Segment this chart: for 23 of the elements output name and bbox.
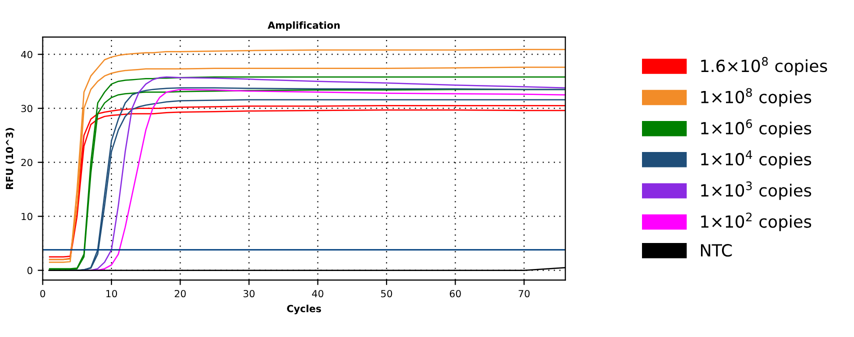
x-tick-label: 50	[381, 290, 392, 298]
chart-title: Amplification	[268, 21, 340, 31]
y-tick-label: 10	[22, 212, 32, 220]
y-tick-label: 0	[27, 266, 32, 274]
y-tick-label: 30	[21, 104, 32, 112]
legend-label: 1×10$^{2}$ copies	[701, 212, 812, 232]
y-tick-label: 20	[21, 158, 32, 166]
legend-label: 1×10$^{6}$ copies	[701, 119, 812, 138]
x-tick-label: 10	[106, 290, 118, 298]
legend-label: 1×10$^{8}$ copies	[701, 88, 812, 107]
y-tick-label: 40	[21, 50, 32, 58]
legend-label: 1×10$^{4}$ copies	[701, 150, 812, 169]
x-tick-label: 60	[450, 290, 461, 298]
legend-label: 1×10$^{3}$ copies	[701, 181, 812, 200]
y-axis-title: RFU (10^3)	[6, 128, 14, 190]
legend-label: NTC	[700, 244, 732, 257]
x-tick-label: 30	[244, 290, 255, 298]
x-tick-label: 40	[312, 290, 324, 298]
legend-label: 1.6×10$^{8}$ copies	[701, 56, 828, 76]
x-tick-label: 70	[518, 290, 530, 298]
x-axis-title: Cycles	[287, 304, 322, 314]
x-tick-label: 20	[174, 290, 186, 298]
x-tick-label: 0	[40, 290, 46, 298]
